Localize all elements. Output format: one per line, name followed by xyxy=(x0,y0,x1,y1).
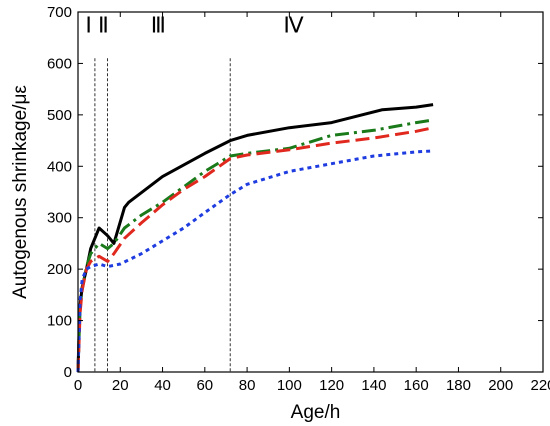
stage-dividers xyxy=(94,58,231,372)
x-tick-label: 20 xyxy=(112,377,129,394)
x-tick-label: 60 xyxy=(196,377,213,394)
x-tick-label: 180 xyxy=(446,377,471,394)
stage-label-1: Ⅰ xyxy=(85,13,92,38)
x-tick-label: 100 xyxy=(277,377,302,394)
series-lines xyxy=(76,103,434,373)
y-tick-label: 200 xyxy=(47,261,72,278)
x-tick-label: 140 xyxy=(361,377,386,394)
x-tick-label: 120 xyxy=(319,377,344,394)
series-line-cpnc2 xyxy=(76,149,434,373)
x-axis-title: Age/h xyxy=(291,402,341,423)
series-line-cpnc1 xyxy=(76,126,434,373)
axes: 0 20 40 60 80 100 120 140 160 180 200 220 0 100 200 300… xyxy=(10,4,550,423)
series-line-cp xyxy=(76,103,434,373)
x-tick-label: 40 xyxy=(154,377,171,394)
labels: ⅠⅡⅢⅣCPCPNC3CPNC1CPNC2 xyxy=(85,13,550,151)
y-tick-label: 0 xyxy=(64,364,72,381)
x-tick-label: 220 xyxy=(530,377,550,394)
x-tick-label: 200 xyxy=(488,377,513,394)
stage-label-2: Ⅱ xyxy=(98,13,109,38)
x-tick-label: 80 xyxy=(239,377,256,394)
x-tick-label: 0 xyxy=(74,377,82,394)
y-axis-title: Autogenous shrinkage/με xyxy=(10,85,31,299)
series-line-cpnc3 xyxy=(76,118,434,373)
x-tick-label: 160 xyxy=(404,377,429,394)
stage-label-4: Ⅳ xyxy=(283,13,304,38)
y-tick-label: 500 xyxy=(47,107,72,124)
y-tick-label: 700 xyxy=(47,4,72,21)
y-tick-label: 600 xyxy=(47,55,72,72)
y-tick-label: 400 xyxy=(47,158,72,175)
y-tick-label: 300 xyxy=(47,210,72,227)
y-tick-label: 100 xyxy=(47,313,72,330)
stage-label-3: Ⅲ xyxy=(151,13,166,38)
plot-frame xyxy=(77,11,544,373)
